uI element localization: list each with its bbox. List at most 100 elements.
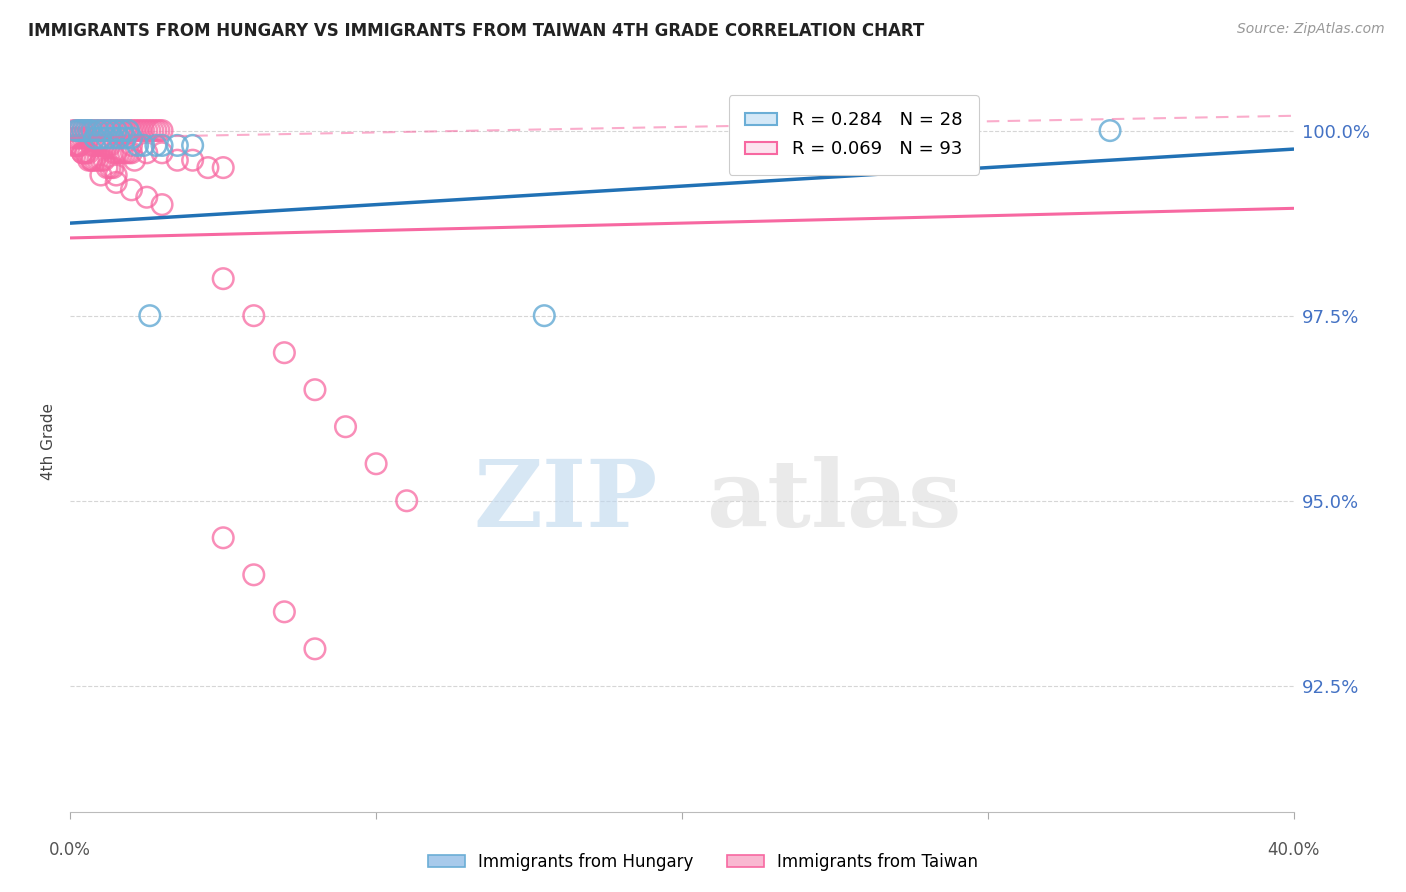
Point (150, 138, 173, 153)
Point (96, 161, 118, 175)
Point (98, 123, 121, 137)
Point (62, 138, 84, 153)
Point (150, 123, 173, 137)
Point (121, 145, 143, 160)
Point (80, 138, 103, 153)
Point (93, 153, 115, 168)
Point (72, 131, 94, 145)
Point (114, 123, 136, 137)
Point (108, 131, 131, 145)
Point (150, 145, 173, 160)
Point (69, 138, 91, 153)
Point (335, 419, 357, 434)
Point (62, 123, 84, 137)
Point (75, 131, 97, 145)
Point (65, 138, 87, 153)
Point (69, 123, 91, 137)
Point (132, 138, 155, 153)
Point (117, 123, 139, 137)
Text: atlas: atlas (706, 456, 962, 546)
Point (273, 605, 295, 619)
Point (135, 123, 157, 137)
Point (87, 138, 110, 153)
Point (90, 123, 112, 137)
Point (145, 138, 167, 153)
Point (243, 567, 266, 582)
Point (124, 123, 146, 137)
Point (101, 123, 124, 137)
Point (90, 168, 112, 182)
Point (142, 123, 165, 137)
Text: 40.0%: 40.0% (1267, 841, 1320, 859)
Point (145, 123, 167, 137)
Point (395, 493, 418, 508)
Point (121, 138, 143, 153)
Point (139, 123, 162, 137)
Point (77, 153, 100, 168)
Point (80, 123, 103, 137)
Point (93, 123, 115, 137)
Point (105, 168, 128, 182)
Point (83, 153, 105, 168)
Point (69, 131, 91, 145)
Point (212, 531, 235, 545)
Point (98, 123, 121, 137)
Point (75, 145, 97, 160)
Point (135, 190, 157, 204)
Point (121, 131, 143, 145)
Point (90, 131, 112, 145)
Point (75, 123, 97, 137)
Point (98, 161, 121, 175)
Point (77, 145, 100, 160)
Point (111, 145, 134, 160)
Point (77, 123, 100, 137)
Point (105, 123, 128, 137)
Point (111, 123, 134, 137)
Point (96, 123, 118, 137)
Text: ZIP: ZIP (474, 456, 658, 546)
Point (72, 123, 94, 137)
Point (75, 123, 97, 137)
Point (166, 138, 188, 153)
Point (65, 123, 87, 137)
Point (243, 309, 266, 323)
Point (96, 131, 118, 145)
Point (181, 153, 204, 168)
Point (98, 138, 121, 153)
Point (121, 123, 143, 137)
Text: IMMIGRANTS FROM HUNGARY VS IMMIGRANTS FROM TAIWAN 4TH GRADE CORRELATION CHART: IMMIGRANTS FROM HUNGARY VS IMMIGRANTS FR… (28, 22, 924, 40)
Point (80, 123, 103, 137)
Point (117, 145, 139, 160)
Point (69, 138, 91, 153)
Point (139, 309, 162, 323)
Legend: R = 0.284   N = 28, R = 0.069   N = 93: R = 0.284 N = 28, R = 0.069 N = 93 (728, 95, 979, 175)
Point (72, 123, 94, 137)
Point (83, 131, 105, 145)
Point (111, 123, 134, 137)
Point (105, 176, 128, 190)
Point (83, 123, 105, 137)
Point (96, 138, 118, 153)
Point (181, 138, 204, 153)
Point (105, 123, 128, 137)
Point (121, 183, 143, 197)
Point (212, 271, 235, 285)
Point (114, 131, 136, 145)
Point (273, 345, 295, 359)
Point (72, 145, 94, 160)
Point (197, 161, 219, 175)
Point (72, 145, 94, 160)
Text: 0.0%: 0.0% (49, 841, 91, 859)
Point (366, 457, 388, 471)
Point (65, 131, 87, 145)
Point (114, 145, 136, 160)
Point (93, 138, 115, 153)
Point (62, 131, 84, 145)
Text: Source: ZipAtlas.com: Source: ZipAtlas.com (1237, 22, 1385, 37)
Point (80, 153, 103, 168)
Point (1099, 123, 1122, 137)
Point (65, 123, 87, 137)
Point (148, 123, 170, 137)
Point (127, 123, 149, 137)
Point (127, 138, 149, 153)
